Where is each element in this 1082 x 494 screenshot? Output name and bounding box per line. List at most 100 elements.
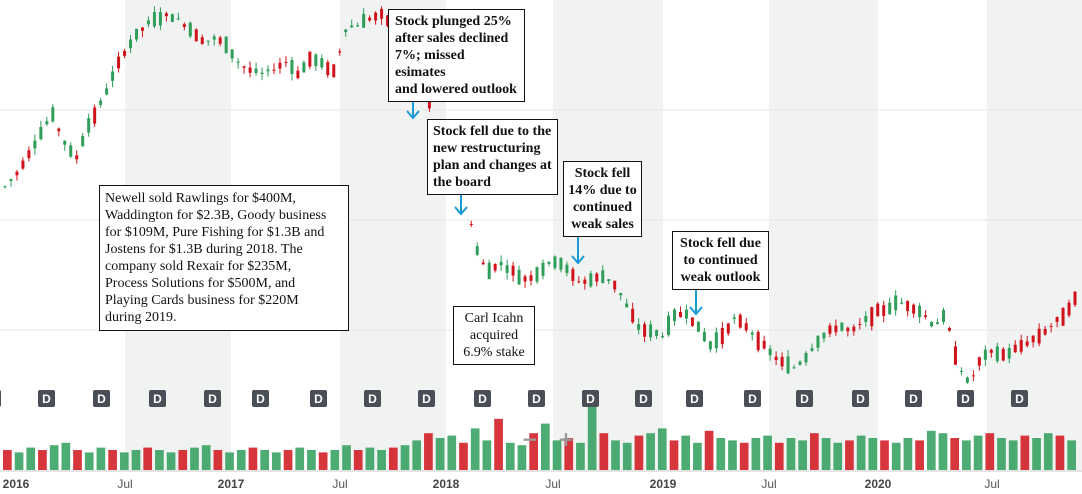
candle xyxy=(1073,291,1077,305)
candle xyxy=(702,331,706,342)
candle xyxy=(768,348,772,356)
dividend-badge xyxy=(474,390,491,407)
candle xyxy=(1019,339,1023,352)
candle xyxy=(368,17,372,21)
volume-bar xyxy=(576,442,585,470)
candle xyxy=(302,62,306,73)
candle xyxy=(1037,328,1041,344)
dividend-marker: D xyxy=(905,390,922,407)
dividend-marker: D xyxy=(686,390,703,407)
dividend-badge xyxy=(204,390,221,407)
dividend-badge xyxy=(418,390,435,407)
candle xyxy=(380,8,384,19)
dividend-label: D xyxy=(478,392,487,406)
candle xyxy=(296,70,300,79)
volume-bar xyxy=(1043,433,1053,470)
dividend-marker: D xyxy=(957,390,974,407)
dividend-marker: D xyxy=(310,390,327,407)
candle xyxy=(756,332,760,351)
volume-bar xyxy=(693,442,702,470)
dividend-marker: D xyxy=(204,390,221,407)
zoom-out-button[interactable]: − xyxy=(521,427,539,451)
volume-bar xyxy=(131,450,141,470)
volume-bar xyxy=(950,438,960,470)
dividend-marker: D xyxy=(364,390,381,407)
candle xyxy=(117,56,121,69)
candle xyxy=(260,72,264,75)
candle xyxy=(266,69,270,72)
volume-bar xyxy=(201,445,211,470)
dividend-marker: D xyxy=(796,390,813,407)
dividend-badge xyxy=(252,390,269,407)
dividend-marker: D xyxy=(1011,390,1028,407)
candle xyxy=(344,29,348,32)
candle xyxy=(1013,344,1017,353)
x-tick-label: Jul xyxy=(984,477,999,491)
zoom-in-button[interactable]: + xyxy=(557,427,575,451)
candle xyxy=(123,50,127,56)
volume-bar xyxy=(880,440,889,470)
candle xyxy=(894,295,898,311)
volume-bar xyxy=(84,452,94,470)
candle xyxy=(1043,328,1047,335)
candle xyxy=(559,257,563,270)
volume-bar xyxy=(190,447,199,470)
candle xyxy=(906,301,910,312)
x-axis: 2016 Jul 2017 Jul 2018 Jul 2019 Jul 2020 Jul xyxy=(0,470,1082,491)
candle xyxy=(3,186,7,188)
annotation-divestitures: Newell sold Rawlings for $400M, Waddingt… xyxy=(99,185,349,331)
annotation-restructuring: Stock fell due to the new restructuring … xyxy=(427,119,558,195)
candle xyxy=(930,321,934,327)
dividend-marker: D xyxy=(418,390,435,407)
dividend-label: D xyxy=(208,392,217,406)
x-tick-label: Jul xyxy=(545,477,560,491)
candle xyxy=(655,330,659,337)
candle xyxy=(15,171,19,176)
volume-bar xyxy=(119,452,129,470)
candle xyxy=(63,140,67,145)
candle xyxy=(595,273,599,282)
candle xyxy=(487,262,491,280)
candle xyxy=(601,270,605,284)
volume-bar xyxy=(400,445,410,470)
candle xyxy=(858,323,862,325)
dividend-label: D xyxy=(532,392,541,406)
dividend-label: D xyxy=(586,392,595,406)
candle xyxy=(965,377,969,383)
volume-bar xyxy=(587,390,597,470)
candle xyxy=(535,267,539,282)
candle xyxy=(356,25,360,27)
candle xyxy=(284,61,288,63)
volume-bar xyxy=(213,450,223,470)
candle xyxy=(607,279,611,282)
dividend-label: D xyxy=(97,392,106,406)
candle xyxy=(649,324,653,338)
candle xyxy=(21,160,25,169)
candle xyxy=(529,275,533,281)
candle xyxy=(589,273,593,287)
candle xyxy=(936,322,940,325)
dividend-badge xyxy=(528,390,545,407)
candle xyxy=(362,13,366,28)
candle xyxy=(99,100,103,105)
volume-bar xyxy=(49,445,59,470)
dividend-label: D xyxy=(368,392,377,406)
candle xyxy=(129,39,133,49)
zoom-controls: − + xyxy=(512,427,584,451)
candle xyxy=(631,308,635,323)
candle xyxy=(995,346,999,362)
candle xyxy=(51,107,55,122)
volume-bar xyxy=(985,433,995,470)
candle xyxy=(206,40,210,42)
candle xyxy=(230,49,234,59)
volume-bar xyxy=(938,433,948,470)
volume-bar xyxy=(669,440,679,470)
dividend-label: D xyxy=(748,392,757,406)
candle xyxy=(140,27,144,31)
volume-bar xyxy=(3,450,12,470)
volume-bar xyxy=(786,438,796,470)
volume-bar xyxy=(552,440,562,470)
candle xyxy=(983,349,987,360)
candle xyxy=(989,349,993,353)
volume-bar xyxy=(178,450,188,470)
